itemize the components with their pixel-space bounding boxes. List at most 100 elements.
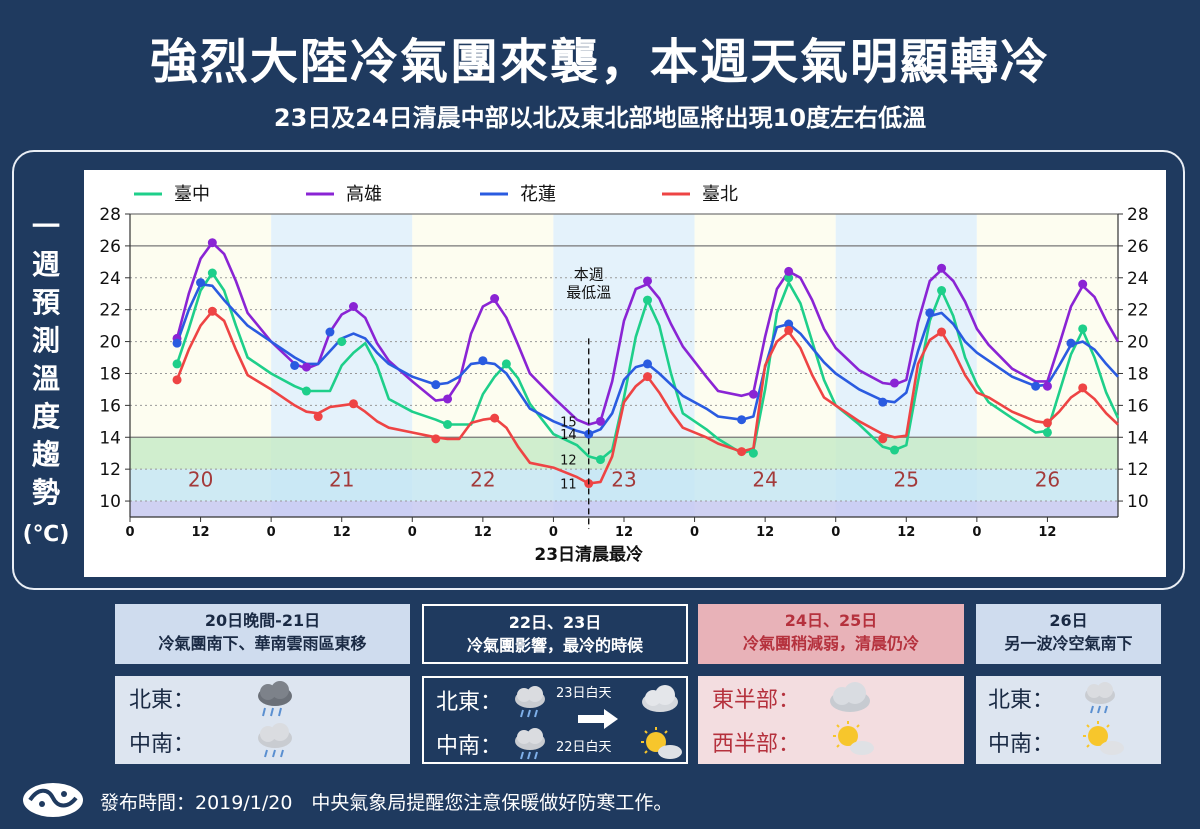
legend-label: 臺北: [702, 184, 738, 205]
data-point: [643, 372, 653, 382]
data-point: [1042, 381, 1052, 391]
y-tick-label: 12: [1127, 460, 1149, 480]
data-point: [301, 386, 311, 396]
data-point: [878, 434, 888, 444]
data-point: [1078, 279, 1088, 289]
panel-heading: 24日、25日: [784, 611, 878, 630]
weather-box-1: 北東： 中南：: [115, 676, 410, 764]
side-label-char: 預: [31, 286, 60, 319]
data-point: [172, 375, 182, 385]
data-point: [478, 356, 488, 366]
x-tick-label: 12: [897, 525, 915, 540]
day-label: 24: [752, 468, 777, 492]
temperature-chart: 10 10 12 12 14 14 16 16 18 18 20 20 22 22 24 24 26 26 28 28…: [99, 184, 1149, 565]
light-rain-icon: [515, 728, 545, 760]
data-point: [431, 380, 441, 390]
data-point: [748, 448, 758, 458]
y-tick-label: 28: [1127, 205, 1149, 225]
y-tick-label: 20: [1127, 333, 1149, 353]
side-label-char: 一: [31, 210, 60, 243]
temperature-band: [130, 469, 1118, 502]
temperature-band: [130, 501, 1118, 517]
data-point: [890, 445, 900, 455]
x-tick-label: 0: [267, 525, 276, 540]
side-label-char: 勢: [31, 476, 60, 509]
cloud-icon: [642, 685, 678, 712]
data-point: [784, 273, 794, 283]
data-point: [737, 447, 747, 457]
data-point: [878, 397, 888, 407]
data-point: [301, 362, 311, 372]
x-tick-label: 0: [831, 525, 840, 540]
data-point: [313, 412, 323, 422]
x-tick-label: 12: [333, 525, 351, 540]
data-point: [1042, 418, 1052, 428]
weather-box-2: 北東： 中南： 23日白天 22日白天: [422, 676, 688, 764]
data-point: [490, 294, 500, 304]
x-tick-label: 12: [756, 525, 774, 540]
data-point: [431, 434, 441, 444]
y-tick-label: 26: [99, 237, 121, 257]
region-label: 中南：: [129, 732, 196, 757]
data-point: [737, 415, 747, 425]
region-label: 北東：: [129, 688, 196, 713]
data-point: [325, 327, 335, 337]
legend-label: 花蓮: [520, 184, 556, 205]
sun-cloud-icon: [1083, 721, 1124, 755]
data-point: [501, 359, 511, 369]
y-tick-label: 14: [99, 428, 121, 448]
y-tick-label: 18: [1127, 364, 1149, 384]
light-rain-icon: [258, 723, 292, 758]
min-value-label: 15: [560, 415, 577, 430]
x-tick-label: 12: [615, 525, 633, 540]
y-tick-label: 16: [99, 396, 121, 416]
data-point: [643, 276, 653, 286]
panel-text: 冷氣團稍減弱，清晨仍冷: [742, 634, 919, 653]
data-point: [172, 359, 182, 369]
data-point: [784, 266, 794, 276]
data-point: [348, 301, 358, 311]
data-point: [937, 327, 947, 337]
side-label-char: 週: [31, 248, 60, 281]
data-point: [784, 325, 794, 335]
side-label-char: 溫: [31, 362, 60, 395]
region-label: 北東：: [988, 688, 1055, 713]
data-point: [290, 361, 300, 370]
transition-label-top: 23日白天: [556, 686, 612, 701]
data-point: [196, 278, 206, 288]
data-point: [595, 416, 605, 426]
data-point: [937, 263, 947, 273]
unit-label: (℃): [22, 522, 70, 547]
sun-cloud-icon: [641, 727, 682, 759]
y-tick-label: 20: [99, 333, 121, 353]
cloud-icon: [830, 682, 870, 712]
y-tick-label: 24: [1127, 269, 1149, 289]
cwb-logo-icon: [23, 783, 83, 817]
data-point: [1078, 324, 1088, 334]
x-tick-label: 0: [690, 525, 699, 540]
side-label-char: 度: [31, 400, 60, 433]
arrow-right-icon: [578, 709, 618, 729]
day-label: 26: [1035, 468, 1060, 492]
sun-cloud-icon: [833, 721, 874, 755]
panel-text: 另一波冷空氣南下: [1004, 634, 1133, 653]
period-panel-4: 26日 另一波冷空氣南下: [976, 604, 1161, 664]
data-point: [784, 319, 794, 329]
series-line: [175, 271, 1120, 461]
panel-text: 冷氣團影響，最冷的時候: [466, 636, 643, 655]
weather-box-3: 東半部： 西半部：: [698, 676, 964, 764]
x-tick-label: 12: [1038, 525, 1056, 540]
y-tick-label: 12: [99, 460, 121, 480]
period-panel-2: 22日、23日 冷氣團影響，最冷的時候: [422, 604, 688, 664]
callout-label: 本週: [574, 265, 604, 283]
data-point: [207, 238, 217, 248]
transition-label-bottom: 22日白天: [556, 740, 612, 755]
light-rain-icon: [1085, 682, 1115, 714]
coldest-note: 23日清晨最冷: [534, 544, 643, 565]
weather-box-4: 北東： 中南：: [976, 676, 1161, 764]
day-label: 23: [611, 468, 636, 492]
page-title: 強烈大陸冷氣團來襲，本週天氣明顯轉冷: [149, 34, 1050, 90]
y-tick-label: 14: [1127, 428, 1149, 448]
side-label-char: 測: [31, 324, 60, 357]
y-tick-label: 22: [1127, 301, 1149, 321]
